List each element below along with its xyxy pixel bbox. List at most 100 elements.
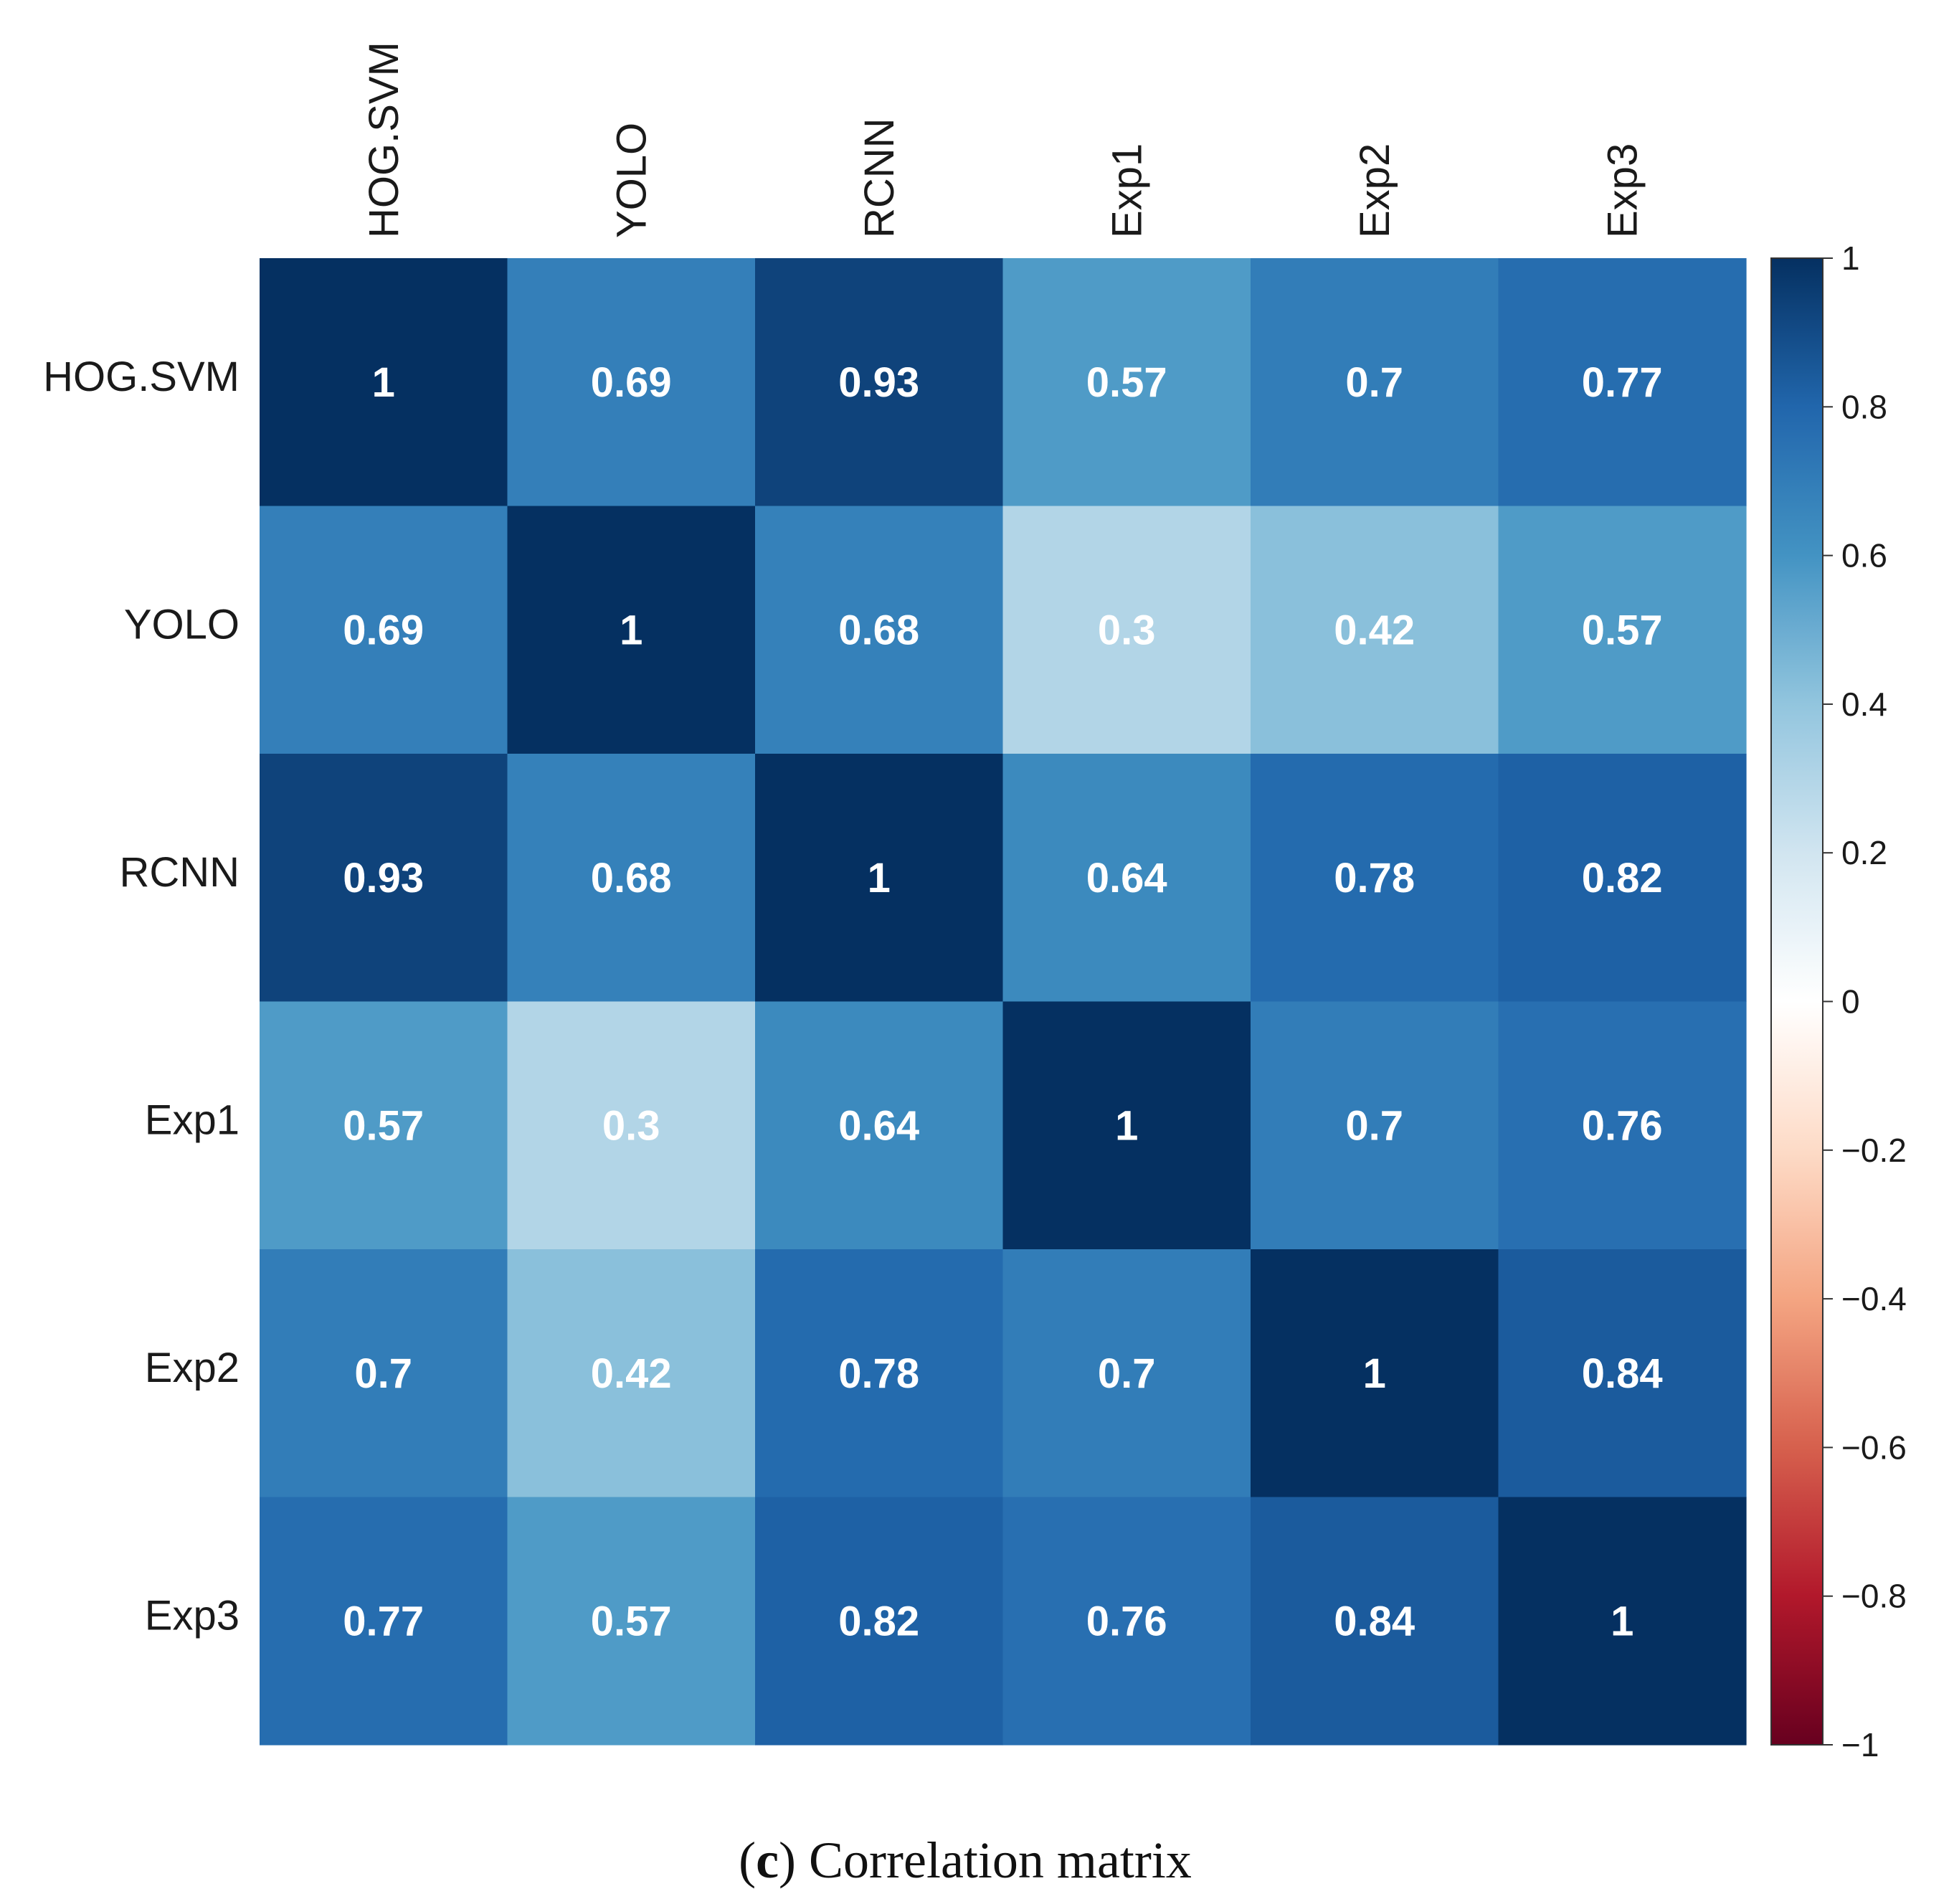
cell-value-label: 1 bbox=[1363, 1350, 1386, 1397]
cell-value-label: 0.84 bbox=[1334, 1598, 1415, 1644]
cell-value-label: 0.7 bbox=[354, 1350, 412, 1397]
heatmap-cell-HOG.SVM-Exp3 bbox=[1498, 258, 1747, 507]
cell-value-label: 0.57 bbox=[1582, 607, 1663, 653]
heatmap-cell-Exp3-Exp2 bbox=[1251, 1497, 1499, 1746]
cell-value-label: 0.64 bbox=[1086, 855, 1167, 901]
cell-value-label: 0.77 bbox=[1582, 359, 1663, 406]
heatmap-cell-Exp3-Exp1 bbox=[1002, 1497, 1251, 1746]
cell-value-label: 0.68 bbox=[591, 855, 672, 901]
colorbar-tick-label: 0.6 bbox=[1841, 537, 1887, 574]
heatmap-cell-Exp3-Exp3 bbox=[1498, 1497, 1747, 1746]
heatmap-cell-HOG.SVM-HOG.SVM bbox=[260, 258, 508, 507]
column-label-Exp1: Exp1 bbox=[1104, 143, 1150, 238]
heatmap-cell-YOLO-Exp1 bbox=[1002, 506, 1251, 754]
heatmap-cell-RCNN-Exp1 bbox=[1002, 754, 1251, 1003]
cell-value-label: 0.82 bbox=[838, 1598, 919, 1644]
heatmap-cell-Exp1-Exp3 bbox=[1498, 1001, 1747, 1250]
heatmap-cell-Exp1-YOLO bbox=[507, 1001, 756, 1250]
row-label-Exp2: Exp2 bbox=[145, 1345, 239, 1391]
cell-value-label: 0.93 bbox=[838, 359, 919, 406]
heatmap-cell-Exp2-HOG.SVM bbox=[260, 1249, 508, 1498]
cell-value-label: 0.57 bbox=[1086, 359, 1167, 406]
cell-value-label: 0.3 bbox=[602, 1102, 660, 1149]
colorbar-tick-label: 0.2 bbox=[1841, 834, 1887, 871]
caption-close-paren: ) bbox=[779, 1832, 796, 1889]
heatmap-cell-Exp2-RCNN bbox=[755, 1249, 1004, 1498]
heatmap-cell-YOLO-Exp2 bbox=[1251, 506, 1499, 754]
colorbar-tick-label: −0.4 bbox=[1841, 1280, 1907, 1317]
cell-value-label: 0.57 bbox=[343, 1102, 424, 1149]
colorbar-tick-label: 0 bbox=[1841, 983, 1860, 1020]
cell-value-label: 0.84 bbox=[1582, 1350, 1663, 1397]
caption-open-paren: ( bbox=[739, 1832, 756, 1889]
cell-value-label: 0.78 bbox=[838, 1350, 919, 1397]
colorbar-tick-label: −0.2 bbox=[1841, 1132, 1907, 1169]
cell-value-label: 0.7 bbox=[1098, 1350, 1156, 1397]
colorbar-tick-label: 0.8 bbox=[1841, 388, 1887, 425]
heatmap-cell-Exp3-YOLO bbox=[507, 1497, 756, 1746]
heatmap-cell-Exp1-RCNN bbox=[755, 1001, 1004, 1250]
cell-value-label: 1 bbox=[868, 855, 891, 901]
heatmap-cell-HOG.SVM-Exp2 bbox=[1251, 258, 1499, 507]
colorbar-tick-label: 1 bbox=[1841, 240, 1860, 277]
heatmap-cells bbox=[260, 258, 1747, 1746]
heatmap-cell-Exp3-HOG.SVM bbox=[260, 1497, 508, 1746]
colorbar-gradient bbox=[1770, 257, 1823, 1746]
row-label-RCNN: RCNN bbox=[119, 849, 239, 896]
heatmap-cell-Exp1-HOG.SVM bbox=[260, 1001, 508, 1250]
heatmap-cell-HOG.SVM-YOLO bbox=[507, 258, 756, 507]
row-labels: HOG.SVM YOLO RCNN Exp1 Exp2 Exp3 bbox=[43, 354, 239, 1639]
heatmap-cell-Exp1-Exp2 bbox=[1251, 1001, 1499, 1250]
heatmap-cell-Exp3-RCNN bbox=[755, 1497, 1004, 1746]
cell-value-label: 0.78 bbox=[1334, 855, 1415, 901]
cell-value-label: 0.76 bbox=[1582, 1102, 1663, 1149]
cell-value-label: 0.64 bbox=[838, 1102, 919, 1149]
cell-value-label: 0.68 bbox=[838, 607, 919, 653]
cell-value-label: 0.69 bbox=[591, 359, 672, 406]
cell-value-label: 0.42 bbox=[1334, 607, 1415, 653]
row-label-Exp1: Exp1 bbox=[145, 1097, 239, 1143]
heatmap-cell-Exp2-YOLO bbox=[507, 1249, 756, 1498]
column-label-Exp3: Exp3 bbox=[1599, 143, 1646, 238]
cell-value-label: 1 bbox=[372, 359, 395, 406]
heatmap-cell-YOLO-HOG.SVM bbox=[260, 506, 508, 754]
cell-value-label: 0.69 bbox=[343, 607, 424, 653]
heatmap-cell-YOLO-Exp3 bbox=[1498, 506, 1747, 754]
cell-value-label: 0.3 bbox=[1098, 607, 1156, 653]
heatmap-cell-HOG.SVM-RCNN bbox=[755, 258, 1004, 507]
heatmap-cell-Exp2-Exp3 bbox=[1498, 1249, 1747, 1498]
colorbar-tick-label: −0.6 bbox=[1841, 1429, 1907, 1466]
heatmap-cell-Exp1-Exp1 bbox=[1002, 1001, 1251, 1250]
column-label-HOG.SVM: HOG.SVM bbox=[361, 42, 407, 238]
cell-value-label: 1 bbox=[620, 607, 642, 653]
cell-value-label: 0.7 bbox=[1345, 359, 1403, 406]
caption-letter: c bbox=[756, 1832, 779, 1889]
heatmap-cell-RCNN-HOG.SVM bbox=[260, 754, 508, 1003]
row-label-HOG.SVM: HOG.SVM bbox=[43, 354, 239, 400]
cell-value-label: 0.7 bbox=[1345, 1102, 1403, 1149]
column-label-YOLO: YOLO bbox=[608, 123, 655, 238]
row-label-Exp3: Exp3 bbox=[145, 1592, 239, 1639]
cell-value-label: 1 bbox=[1611, 1598, 1633, 1644]
colorbar-tick-label: 0.4 bbox=[1841, 686, 1887, 723]
colorbar-tick-label: −0.8 bbox=[1841, 1578, 1907, 1615]
heatmap-cell-HOG.SVM-Exp1 bbox=[1002, 258, 1251, 507]
cell-value-label: 0.57 bbox=[591, 1598, 672, 1644]
heatmap-cell-Exp2-Exp1 bbox=[1002, 1249, 1251, 1498]
cell-value-label: 0.77 bbox=[343, 1598, 424, 1644]
heatmap-cell-RCNN-Exp3 bbox=[1498, 754, 1747, 1003]
colorbar: 1 0.8 0.6 0.4 0.2 0 −0.2 −0.4 −0.6 −0.8 −1 bbox=[1770, 240, 1907, 1763]
cell-value-label: 0.93 bbox=[343, 855, 424, 901]
cell-value-label: 1 bbox=[1115, 1102, 1138, 1149]
heatmap-cell-RCNN-YOLO bbox=[507, 754, 756, 1003]
heatmap-cell-YOLO-YOLO bbox=[507, 506, 756, 754]
column-label-RCNN: RCNN bbox=[856, 118, 903, 238]
caption-title: Correlation matrix bbox=[796, 1832, 1192, 1889]
colorbar-tick-label: −1 bbox=[1841, 1726, 1879, 1763]
cell-value-label: 0.82 bbox=[1582, 855, 1663, 901]
column-labels: HOG.SVM YOLO RCNN Exp1 Exp2 Exp3 bbox=[361, 42, 1646, 238]
heatmap-cell-YOLO-RCNN bbox=[755, 506, 1004, 754]
heatmap-cell-labels: 1 0.69 0.93 0.57 0.7 0.77 0.69 1 0.68 0.3 0.42 0.57… bbox=[343, 359, 1662, 1645]
heatmap-cell-RCNN-Exp2 bbox=[1251, 754, 1499, 1003]
